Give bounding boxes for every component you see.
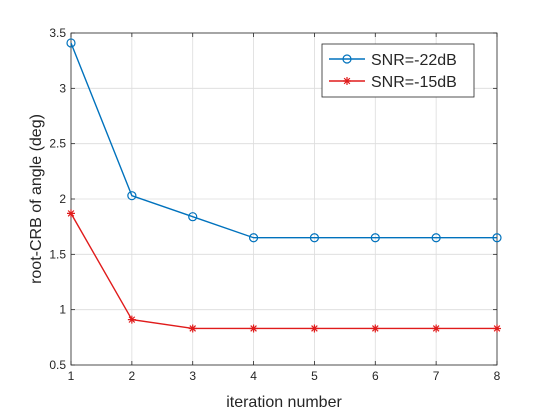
data-point	[431, 233, 441, 243]
legend-label: SNR=-22dB	[371, 52, 457, 69]
legend: SNR=-22dB SNR=-15dB	[321, 43, 475, 98]
data-point	[127, 315, 136, 324]
legend-item: SNR=-15dB	[329, 74, 457, 91]
y-tick-label: 3.5	[49, 26, 66, 40]
y-tick-label: 0.5	[49, 358, 66, 372]
series-line	[70, 42, 497, 239]
x-tick-label: 5	[311, 369, 318, 383]
data-point	[309, 233, 320, 243]
data-point	[370, 233, 380, 243]
legend-label: SNR=-15dB	[371, 74, 457, 91]
y-tick-label: 1.5	[49, 247, 66, 261]
x-tick-label: 6	[372, 369, 379, 383]
data-point	[371, 324, 380, 333]
axis-ticks: 1 2 3 4 5 6 7 80.511.522.533.5	[49, 26, 500, 383]
legend-marker	[343, 77, 351, 85]
series-1	[66, 38, 502, 243]
data-point	[492, 233, 502, 243]
data-point	[432, 324, 441, 333]
legend-marker	[342, 54, 352, 64]
y-tick-label: 1	[59, 303, 66, 317]
series-2	[67, 209, 501, 333]
y-tick-label: 2.5	[49, 137, 66, 151]
data-point	[127, 191, 137, 201]
data-point	[188, 324, 197, 333]
data-point	[188, 212, 198, 222]
x-tick-label: 1	[68, 369, 75, 383]
y-axis-label: root-CRB of angle (deg)	[28, 114, 45, 284]
series	[66, 38, 502, 333]
data-point	[249, 324, 258, 333]
y-tick-label: 2	[59, 192, 66, 206]
data-point	[493, 324, 501, 333]
x-tick-label: 4	[250, 369, 257, 383]
legend-box	[321, 43, 475, 98]
data-point	[67, 209, 75, 218]
x-tick-label: 7	[433, 369, 440, 383]
data-point	[248, 233, 259, 243]
x-tick-label: 3	[189, 369, 196, 383]
legend-item: SNR=-22dB	[329, 52, 457, 69]
x-tick-label: 2	[129, 369, 136, 383]
series-line	[70, 213, 497, 330]
x-tick-label: 8	[494, 369, 501, 383]
data-point	[66, 38, 76, 48]
y-tick-label: 3	[59, 81, 66, 95]
x-axis-label: iteration number	[226, 394, 342, 411]
data-point	[310, 324, 319, 333]
